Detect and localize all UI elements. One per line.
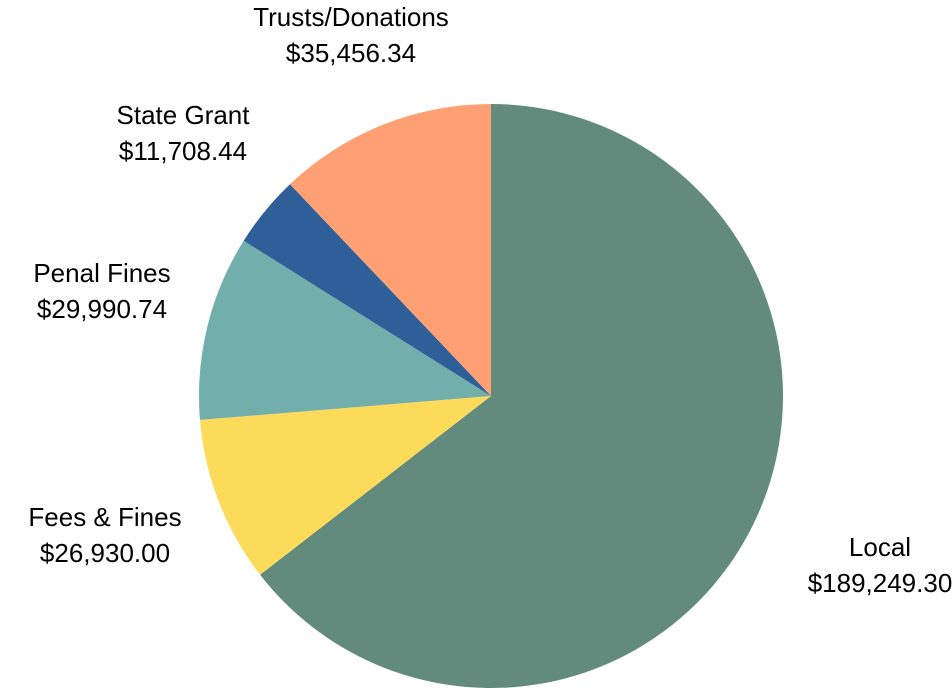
slice-label: Penal Fines bbox=[33, 258, 170, 288]
pie-slice bbox=[289, 104, 491, 396]
pie-slice bbox=[199, 240, 491, 420]
pie-slice bbox=[243, 184, 491, 396]
pie-slice bbox=[260, 104, 783, 688]
slice-label: Trusts/Donations bbox=[253, 2, 449, 32]
slice-label: State Grant bbox=[117, 100, 251, 130]
slice-value-label: $29,990.74 bbox=[37, 294, 167, 324]
slice-value-label: $189,249.30 bbox=[808, 568, 952, 598]
slice-label: Local bbox=[849, 532, 911, 562]
slice-value-label: $35,456.34 bbox=[286, 38, 416, 68]
pie-slice bbox=[199, 396, 491, 575]
slice-label: Fees & Fines bbox=[28, 502, 181, 532]
slice-value-label: $11,708.44 bbox=[119, 136, 247, 166]
slice-value-label: $26,930.00 bbox=[40, 538, 170, 568]
